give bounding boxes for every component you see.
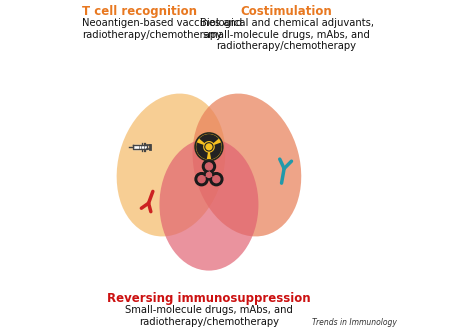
Polygon shape	[133, 145, 147, 149]
Text: Trends in Immunology: Trends in Immunology	[312, 318, 397, 327]
Text: Neoantigen-based vaccines and
radiotherapy/chemotherapy: Neoantigen-based vaccines and radiothera…	[82, 18, 242, 40]
Circle shape	[195, 133, 223, 161]
Text: Costimulation: Costimulation	[241, 5, 332, 18]
Wedge shape	[196, 143, 208, 159]
Ellipse shape	[192, 93, 301, 237]
Circle shape	[202, 160, 216, 173]
Text: Biological and chemical adjuvants,
small-molecule drugs, mAbs, and
radiotherapy/: Biological and chemical adjuvants, small…	[200, 18, 374, 51]
Circle shape	[198, 176, 205, 183]
Circle shape	[195, 173, 208, 186]
Wedge shape	[199, 134, 219, 143]
Ellipse shape	[159, 139, 258, 271]
Circle shape	[204, 170, 214, 180]
Ellipse shape	[117, 93, 225, 237]
Circle shape	[207, 172, 211, 178]
Circle shape	[210, 173, 223, 186]
Circle shape	[213, 176, 220, 183]
Text: Reversing immunosuppression: Reversing immunosuppression	[107, 292, 311, 305]
Text: T cell recognition: T cell recognition	[82, 5, 197, 18]
Text: Small-molecule drugs, mAbs, and
radiotherapy/chemotherapy: Small-molecule drugs, mAbs, and radiothe…	[125, 305, 293, 327]
Wedge shape	[210, 143, 222, 159]
Circle shape	[205, 163, 212, 170]
Circle shape	[205, 143, 213, 151]
